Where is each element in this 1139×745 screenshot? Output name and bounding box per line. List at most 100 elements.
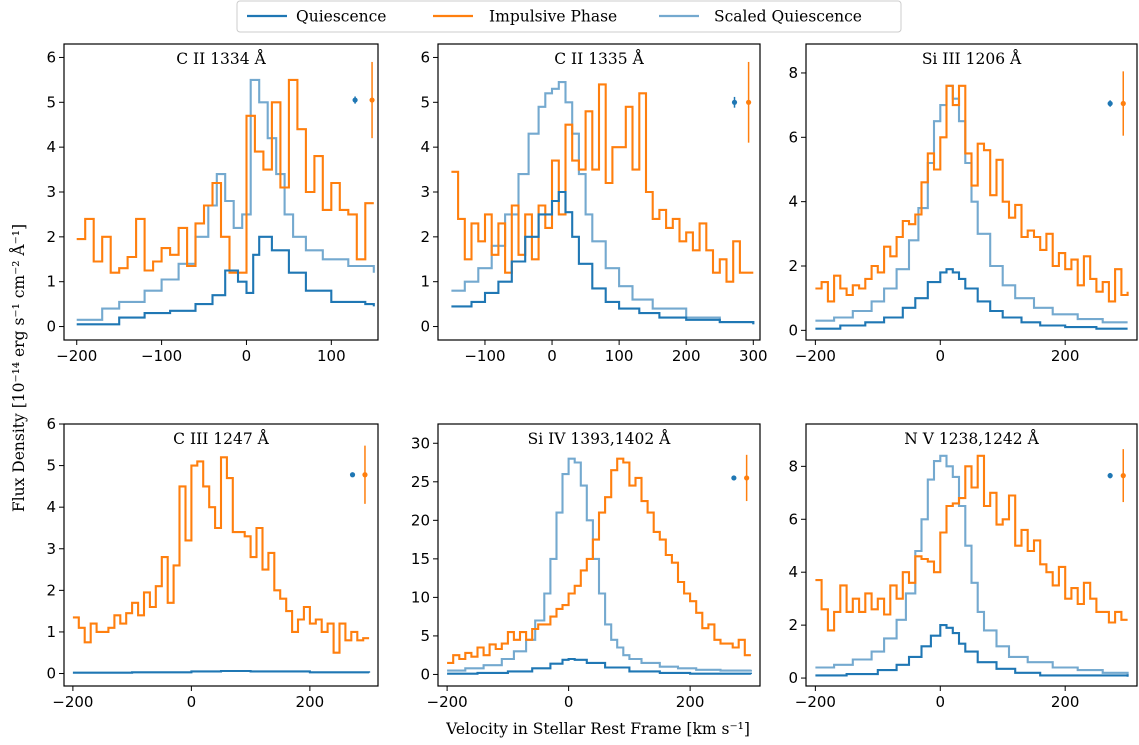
y-tick-label: 10 bbox=[411, 588, 430, 606]
plot-frame bbox=[63, 423, 379, 687]
series-group bbox=[72, 456, 371, 674]
series-line-scaled-quiescence bbox=[815, 84, 1128, 324]
y-tick-label: 4 bbox=[46, 138, 56, 156]
x-tick-label: 0 bbox=[564, 693, 574, 711]
y-tick-label: 2 bbox=[788, 616, 798, 634]
plot-frame bbox=[805, 423, 1138, 687]
y-tick-label: 2 bbox=[46, 581, 56, 599]
y-tick-label: 4 bbox=[46, 498, 56, 516]
series-line-quiescence bbox=[447, 657, 752, 675]
y-tick-label: 2 bbox=[420, 228, 430, 246]
y-tick-label: 0 bbox=[46, 318, 56, 336]
legend-label-quiescence: Quiescence bbox=[296, 8, 386, 26]
chart-panel-1: −200 −100 0 100 0 1 2 3 4 5 6 C II 1334 Å bbox=[46, 43, 379, 365]
y-tick-label: 3 bbox=[46, 183, 56, 201]
errorbar-point-quiescence bbox=[1107, 100, 1113, 107]
y-tick-label: 25 bbox=[411, 473, 430, 491]
series-group bbox=[815, 454, 1129, 677]
errorbar-point-quiescence bbox=[731, 475, 737, 481]
y-tick-label: 15 bbox=[411, 550, 430, 568]
y-tick-label: 30 bbox=[411, 434, 430, 452]
errorbar-point-quiescence bbox=[352, 97, 358, 103]
series-group bbox=[76, 78, 375, 326]
x-tick-label: 200 bbox=[672, 347, 701, 365]
x-tick-label: 200 bbox=[1051, 693, 1080, 711]
panel-title: Si III 1206 Å bbox=[922, 50, 1022, 68]
series-line-scaled-quiescence bbox=[815, 454, 1129, 676]
errorbar-point-quiescence bbox=[349, 472, 356, 478]
y-axis-label: Flux Density [10⁻¹⁴ erg s⁻¹ cm⁻² Å⁻¹] bbox=[10, 224, 28, 512]
errorbar-point-impulsive bbox=[369, 97, 375, 103]
chart-panel-3: −200 0 200 0 2 4 6 8 Si III 1206 Å bbox=[788, 43, 1138, 365]
errorbar-point-impulsive bbox=[744, 475, 750, 481]
y-tick-label: 8 bbox=[788, 457, 798, 475]
series-line-impulsive-phase bbox=[815, 454, 1128, 632]
x-tick-label: 300 bbox=[739, 347, 768, 365]
y-tick-label: 6 bbox=[46, 48, 56, 66]
legend-frame bbox=[236, 0, 902, 33]
x-tick-label: 0 bbox=[187, 693, 197, 711]
y-tick-label: 2 bbox=[46, 228, 56, 246]
series-line-impulsive-phase bbox=[76, 78, 374, 274]
chart-panel-4: −200 0 200 0 1 2 3 4 5 6 C III 1247 Å bbox=[46, 415, 379, 711]
y-tick-label: 4 bbox=[420, 138, 430, 156]
series-line-impulsive-phase bbox=[447, 457, 751, 664]
y-tick-label: 0 bbox=[420, 318, 430, 336]
y-tick-label: 5 bbox=[46, 457, 56, 475]
y-tick-label: 1 bbox=[420, 273, 430, 291]
series-group bbox=[447, 457, 752, 675]
y-tick-label: 4 bbox=[788, 193, 798, 211]
series-line-impulsive-phase bbox=[451, 83, 754, 283]
errorbar-point-impulsive bbox=[745, 99, 752, 105]
series-line-quiescence bbox=[815, 624, 1129, 677]
y-tick-label: 0 bbox=[420, 665, 430, 683]
series-group bbox=[451, 81, 755, 325]
x-tick-label: −200 bbox=[795, 693, 836, 711]
series-line-impulsive-phase bbox=[72, 456, 370, 654]
x-tick-label: 0 bbox=[936, 347, 946, 365]
y-tick-label: 6 bbox=[420, 48, 430, 66]
plot-frame bbox=[805, 43, 1138, 341]
y-tick-label: 20 bbox=[411, 511, 430, 529]
y-tick-label: 3 bbox=[46, 540, 56, 558]
panel-title: C III 1247 Å bbox=[173, 430, 269, 448]
x-tick-label: 100 bbox=[605, 347, 634, 365]
panel-title: C II 1334 Å bbox=[176, 50, 266, 68]
y-tick-label: 0 bbox=[788, 321, 798, 339]
panel-title: Si IV 1393,1402 Å bbox=[528, 430, 671, 448]
x-tick-label: 200 bbox=[676, 693, 705, 711]
legend: Quiescence Impulsive Phase Scaled Quiesc… bbox=[236, 0, 902, 33]
y-tick-label: 6 bbox=[46, 415, 56, 433]
series-line-scaled-quiescence bbox=[76, 78, 375, 321]
panel-title: C II 1335 Å bbox=[554, 50, 644, 68]
x-tick-label: −200 bbox=[52, 693, 93, 711]
x-tick-label: 100 bbox=[317, 347, 346, 365]
x-axis-label: Velocity in Stellar Rest Frame [km s⁻¹] bbox=[445, 720, 750, 738]
legend-label-scaled-quiescence: Scaled Quiescence bbox=[714, 8, 862, 26]
series-line-scaled-quiescence bbox=[447, 457, 752, 672]
y-tick-label: 0 bbox=[46, 665, 56, 683]
y-tick-label: 5 bbox=[46, 93, 56, 111]
x-tick-label: −200 bbox=[795, 347, 836, 365]
y-tick-label: 1 bbox=[46, 623, 56, 641]
x-tick-label: −200 bbox=[56, 347, 97, 365]
x-tick-label: −100 bbox=[464, 347, 505, 365]
y-tick-label: 0 bbox=[788, 669, 798, 687]
series-line-quiescence bbox=[451, 190, 755, 325]
series-group bbox=[815, 84, 1129, 330]
chart-panel-2: −100 0 100 200 300 0 1 2 3 4 5 6 C II 1335 Å bbox=[420, 43, 768, 365]
plot-frame bbox=[437, 423, 761, 687]
errorbar-point-impulsive bbox=[1120, 100, 1126, 107]
x-tick-label: 0 bbox=[547, 347, 557, 365]
y-tick-label: 1 bbox=[46, 273, 56, 291]
y-tick-label: 6 bbox=[788, 128, 798, 146]
y-tick-label: 5 bbox=[420, 627, 430, 645]
y-tick-label: 8 bbox=[788, 64, 798, 82]
y-tick-label: 3 bbox=[420, 183, 430, 201]
series-line-quiescence bbox=[76, 235, 375, 326]
errorbar-point-impulsive bbox=[362, 472, 368, 478]
series-line-quiescence bbox=[72, 669, 371, 674]
y-tick-label: 2 bbox=[788, 257, 798, 275]
